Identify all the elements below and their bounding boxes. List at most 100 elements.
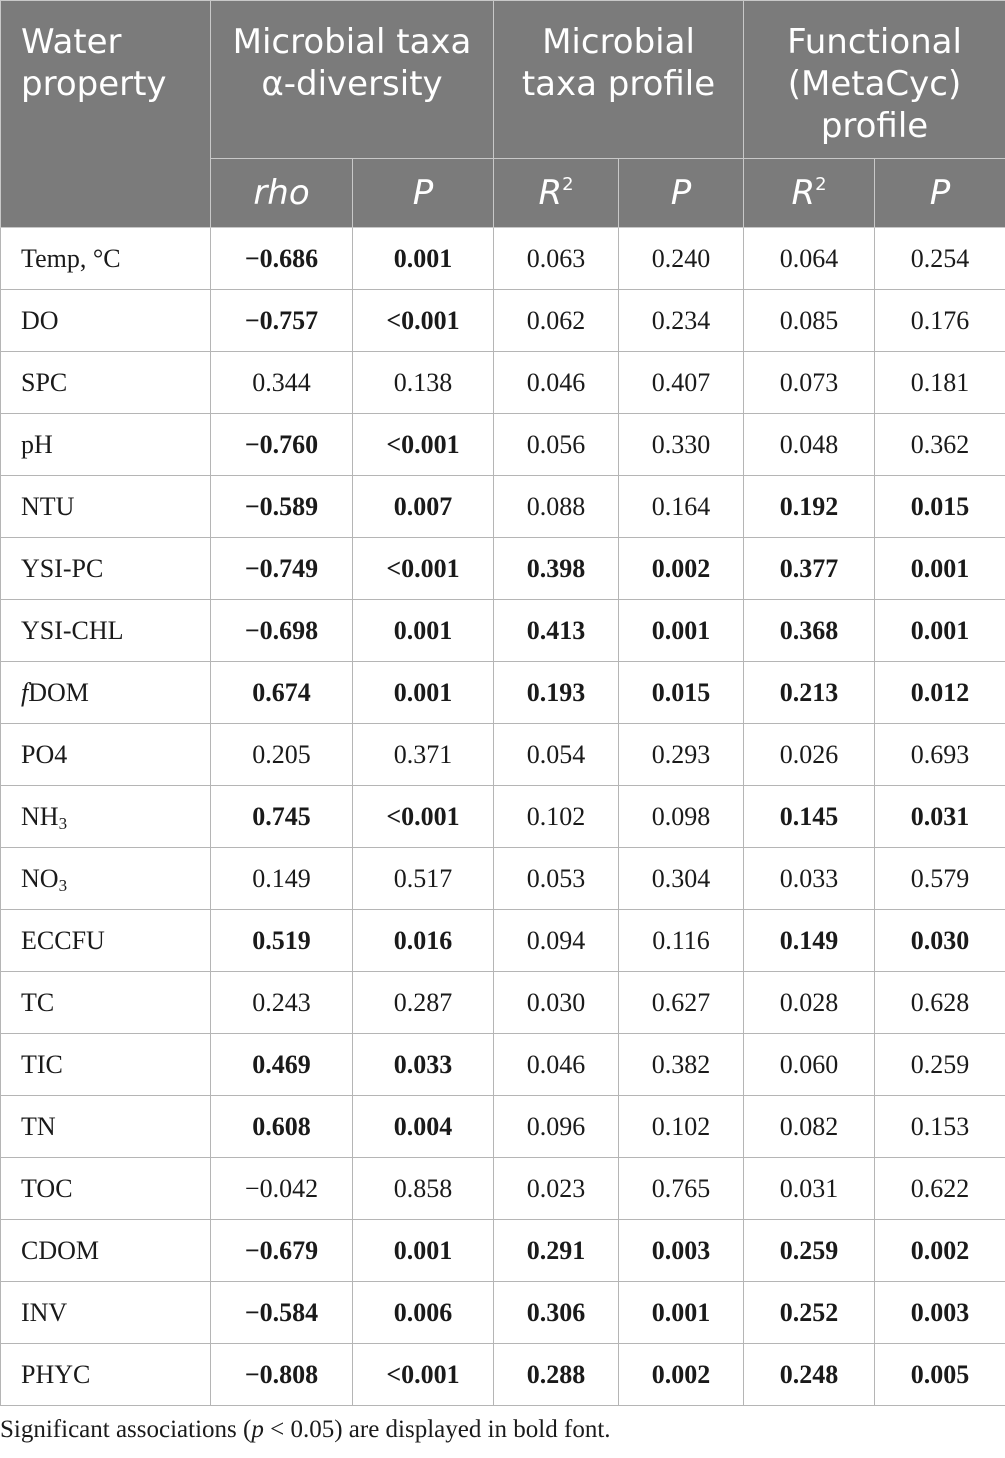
table-cell: 0.765 [617,1157,745,1220]
table-cell: <0.001 [352,413,494,476]
table-cell: 0.002 [617,537,745,600]
table-cell: 0.053 [493,847,619,910]
table-cell: 0.181 [874,351,1005,414]
table-header: Water property Microbial taxa α-diversit… [0,0,1005,228]
table-cell: 0.056 [493,413,619,476]
table-cell: 0.330 [617,413,745,476]
row-label: INV [0,1281,211,1344]
table-cell: 0.098 [617,785,745,848]
table-cell: 0.306 [493,1281,619,1344]
table-cell: 0.254 [874,227,1005,290]
table-cell: 0.517 [352,847,494,910]
table-row: ECCFU 0.519 0.016 0.094 0.116 0.149 0.030 [0,909,1005,972]
table-cell: 0.030 [493,971,619,1034]
table-cell: 0.193 [493,661,619,724]
row-label: PO4 [0,723,211,786]
table-cell: 0.287 [352,971,494,1034]
row-label: Temp, °C [0,227,211,290]
table-cell: 0.031 [743,1157,876,1220]
table-cell: 0.001 [617,599,745,662]
table-cell: 0.288 [493,1343,619,1406]
row-label: TC [0,971,211,1034]
table-cell: 0.030 [874,909,1005,972]
table-cell: 0.064 [743,227,876,290]
table-cell: 0.094 [493,909,619,972]
table-cell: 0.240 [617,227,745,290]
table-cell: 0.116 [617,909,745,972]
table-cell: 0.006 [352,1281,494,1344]
table-cell: 0.627 [617,971,745,1034]
table-cell: 0.745 [210,785,353,848]
table-cell: 0.062 [493,289,619,352]
table-row: TN 0.608 0.004 0.096 0.102 0.082 0.153 [0,1095,1005,1158]
table-cell: 0.398 [493,537,619,600]
table-cell: 0.377 [743,537,876,600]
table-cell: 0.252 [743,1281,876,1344]
table-cell: 0.004 [352,1095,494,1158]
row-label: TOC [0,1157,211,1220]
table-row: YSI-PC −0.749 <0.001 0.398 0.002 0.377 0.001 [0,537,1005,600]
table-cell: 0.082 [743,1095,876,1158]
table-cell: −0.760 [210,413,353,476]
table-row: NO3 0.149 0.517 0.053 0.304 0.033 0.579 [0,847,1005,910]
table-cell: 0.371 [352,723,494,786]
table-body: Temp, °C −0.686 0.001 0.063 0.240 0.064 0.254 D… [0,227,1005,1406]
table-row: NH3 0.745 <0.001 0.102 0.098 0.145 0.031 [0,785,1005,848]
table-cell: 0.054 [493,723,619,786]
table-cell: 0.001 [352,227,494,290]
table-row: PO4 0.205 0.371 0.054 0.293 0.026 0.693 [0,723,1005,786]
table-row: fDOM 0.674 0.001 0.193 0.015 0.213 0.012 [0,661,1005,724]
table-cell: 0.015 [617,661,745,724]
table-cell: 0.001 [352,661,494,724]
table-cell: 0.001 [617,1281,745,1344]
table-cell: 0.248 [743,1343,876,1406]
table-cell: 0.015 [874,475,1005,538]
header-taxa-alpha-diversity: Microbial taxa α-diversity [210,0,494,159]
table-row: pH −0.760 <0.001 0.056 0.330 0.048 0.362 [0,413,1005,476]
table-cell: 0.149 [743,909,876,972]
table-cell: −0.698 [210,599,353,662]
row-label: NO3 [0,847,211,910]
table-cell: 0.046 [493,351,619,414]
table-cell: 0.005 [874,1343,1005,1406]
row-label: PHYC [0,1343,211,1406]
subheader-r2: R2 [493,158,619,228]
table-cell: 0.243 [210,971,353,1034]
row-label: SPC [0,351,211,414]
table-cell: 0.001 [874,599,1005,662]
table-footnote: Significant associations (p < 0.05) are … [0,1416,611,1443]
table-cell: 0.304 [617,847,745,910]
table-cell: 0.002 [874,1219,1005,1282]
table-cell: 0.519 [210,909,353,972]
table-row: INV −0.584 0.006 0.306 0.001 0.252 0.003 [0,1281,1005,1344]
table-cell: −0.589 [210,475,353,538]
table-row: TIC 0.469 0.033 0.046 0.382 0.060 0.259 [0,1033,1005,1096]
table-cell: 0.096 [493,1095,619,1158]
table-cell: 0.001 [874,537,1005,600]
table-cell: 0.149 [210,847,353,910]
table-cell: 0.291 [493,1219,619,1282]
table-cell: 0.382 [617,1033,745,1096]
subheader-p: P [352,158,494,228]
table-cell: −0.808 [210,1343,353,1406]
row-label: NH3 [0,785,211,848]
table-cell: 0.205 [210,723,353,786]
row-label: pH [0,413,211,476]
table-cell: 0.176 [874,289,1005,352]
table-cell: 0.016 [352,909,494,972]
table-cell: 0.046 [493,1033,619,1096]
subheader-p: P [874,158,1005,228]
row-label: TIC [0,1033,211,1096]
table-cell: 0.023 [493,1157,619,1220]
table-cell: 0.259 [874,1033,1005,1096]
table-cell: 0.060 [743,1033,876,1096]
table-cell: 0.031 [874,785,1005,848]
table-cell: −0.757 [210,289,353,352]
table-cell: 0.026 [743,723,876,786]
row-label: DO [0,289,211,352]
table-cell: 0.192 [743,475,876,538]
table-cell: 0.164 [617,475,745,538]
subheader-rho: rho [210,158,353,228]
table-cell: −0.749 [210,537,353,600]
table-cell: 0.002 [617,1343,745,1406]
